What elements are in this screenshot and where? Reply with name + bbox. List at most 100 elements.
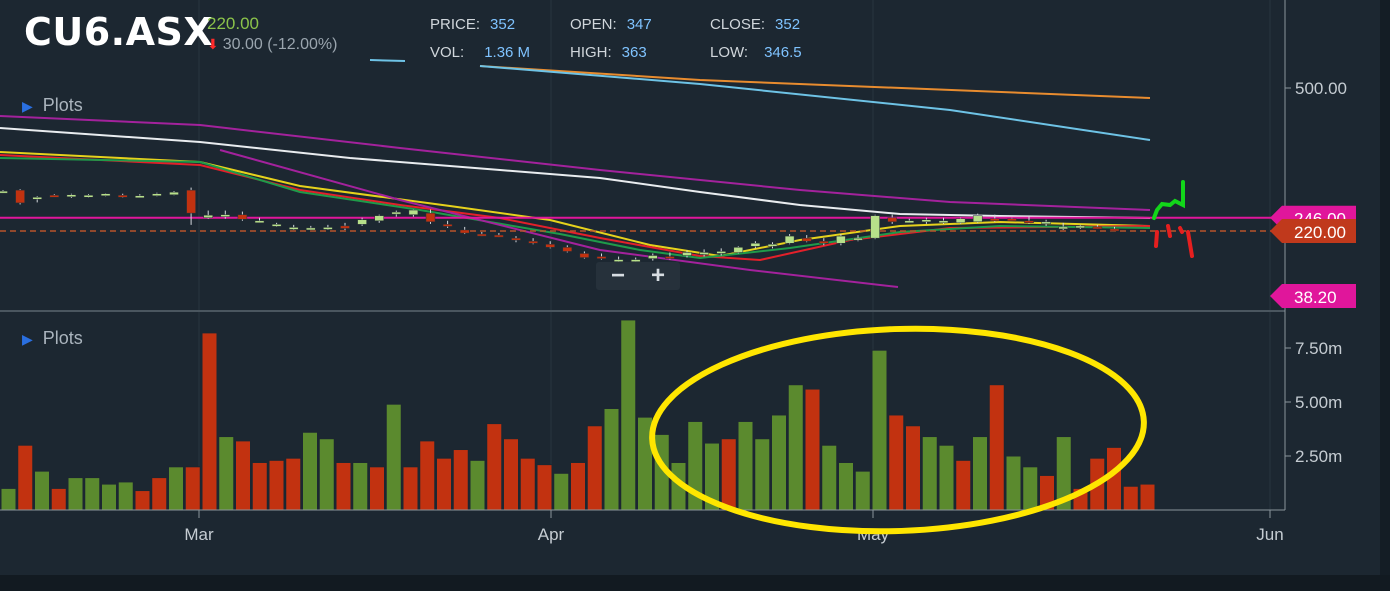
volume-bar	[754, 438, 771, 511]
candle-body	[1109, 228, 1120, 232]
candle-body	[733, 247, 744, 253]
candle	[665, 252, 675, 260]
volume-bar	[235, 440, 251, 511]
candle	[408, 209, 419, 217]
zoom-in-button[interactable]: +	[650, 262, 665, 289]
volume-bar	[536, 464, 553, 511]
volume-bar	[0, 487, 17, 511]
volume-bar	[905, 425, 921, 511]
price-plots-toggle[interactable]: ▶ Plots	[22, 95, 83, 115]
candle-body	[169, 191, 179, 195]
ma-green-line	[0, 157, 1151, 259]
candle	[186, 187, 196, 225]
candle	[1092, 224, 1103, 230]
sma-purple-line	[0, 115, 1151, 211]
candle	[15, 189, 25, 205]
marker-220-shape	[1270, 219, 1356, 243]
candle	[682, 250, 692, 258]
candle	[1075, 224, 1086, 229]
gridlines	[198, 0, 1271, 510]
volume-bar	[469, 459, 486, 511]
candle-body	[665, 256, 675, 259]
candle	[237, 211, 248, 221]
candle	[836, 234, 846, 246]
candle	[374, 214, 384, 223]
zoom-control: − +	[596, 262, 680, 290]
volume-bar	[184, 466, 201, 511]
candle	[254, 217, 265, 224]
candle	[459, 226, 470, 235]
volume-bar	[436, 457, 452, 511]
candle-body	[784, 235, 795, 244]
candle-body	[220, 214, 231, 217]
candle	[1007, 217, 1017, 221]
candle	[220, 210, 231, 219]
volume-bar	[369, 466, 385, 511]
candle-body	[152, 193, 162, 196]
candle-body	[477, 233, 487, 237]
volume-bar	[570, 461, 586, 511]
x-tick-label: Jun	[1256, 525, 1283, 544]
candle-body	[716, 251, 726, 254]
candle	[921, 217, 932, 224]
candle	[579, 251, 590, 259]
candle-body	[357, 219, 367, 225]
candle-body	[117, 195, 128, 198]
candle	[972, 213, 983, 223]
volume-bar	[620, 319, 637, 511]
candle	[477, 232, 487, 237]
volume-bar	[1005, 455, 1022, 511]
ma-yellow-line	[0, 151, 1151, 257]
volume-bar	[402, 466, 419, 511]
candle-body	[528, 240, 538, 244]
candle	[0, 190, 8, 194]
candle	[596, 253, 607, 260]
volume-bar	[268, 459, 285, 511]
volume-bar	[486, 423, 503, 511]
candle-body	[904, 220, 915, 224]
volume-plots-toggle[interactable]: ▶ Plots	[22, 328, 83, 348]
candle-body	[801, 237, 812, 242]
candle-body	[596, 256, 607, 259]
volume-bar	[17, 444, 34, 511]
candle	[887, 214, 897, 224]
volume-bar	[586, 425, 603, 511]
candle-body	[990, 218, 1000, 222]
volume-bar	[838, 461, 854, 511]
candle	[870, 214, 880, 240]
volume-bar	[452, 449, 469, 511]
marker-3820: 38.20	[1270, 284, 1356, 308]
candle-body	[955, 218, 966, 224]
volume-bar	[787, 384, 804, 511]
candle	[169, 191, 179, 196]
x-tick-label: Apr	[538, 525, 565, 544]
candle-body	[1041, 221, 1051, 225]
candle-body	[853, 237, 863, 241]
x-tick-label: Mar	[184, 525, 214, 544]
candle-body	[682, 252, 692, 256]
zoom-out-button[interactable]: −	[610, 262, 625, 289]
candle-body	[750, 243, 761, 247]
candle-body	[836, 235, 846, 244]
expand-triangle-icon: ▶	[22, 98, 33, 114]
annotation-green-squiggle	[1152, 180, 1185, 220]
candle-body	[100, 193, 111, 196]
candle-body	[494, 234, 504, 238]
candle	[1058, 222, 1068, 230]
volume-bar	[168, 466, 184, 511]
volume-bar	[151, 477, 168, 511]
candle-body	[921, 219, 932, 223]
volume-bar	[1022, 466, 1039, 511]
candle	[135, 194, 145, 199]
candle	[733, 246, 744, 254]
candle	[66, 193, 77, 198]
stat-volume: VOL: 1.36 M	[430, 44, 531, 61]
candle-body	[374, 215, 384, 222]
volume-bar	[503, 438, 519, 511]
volume-bar	[34, 470, 50, 511]
candle	[853, 235, 863, 242]
candle	[784, 234, 795, 245]
candle-body	[442, 224, 453, 227]
expand-triangle-icon: ▶	[22, 331, 33, 347]
marker-220: 220.00	[1270, 219, 1356, 243]
